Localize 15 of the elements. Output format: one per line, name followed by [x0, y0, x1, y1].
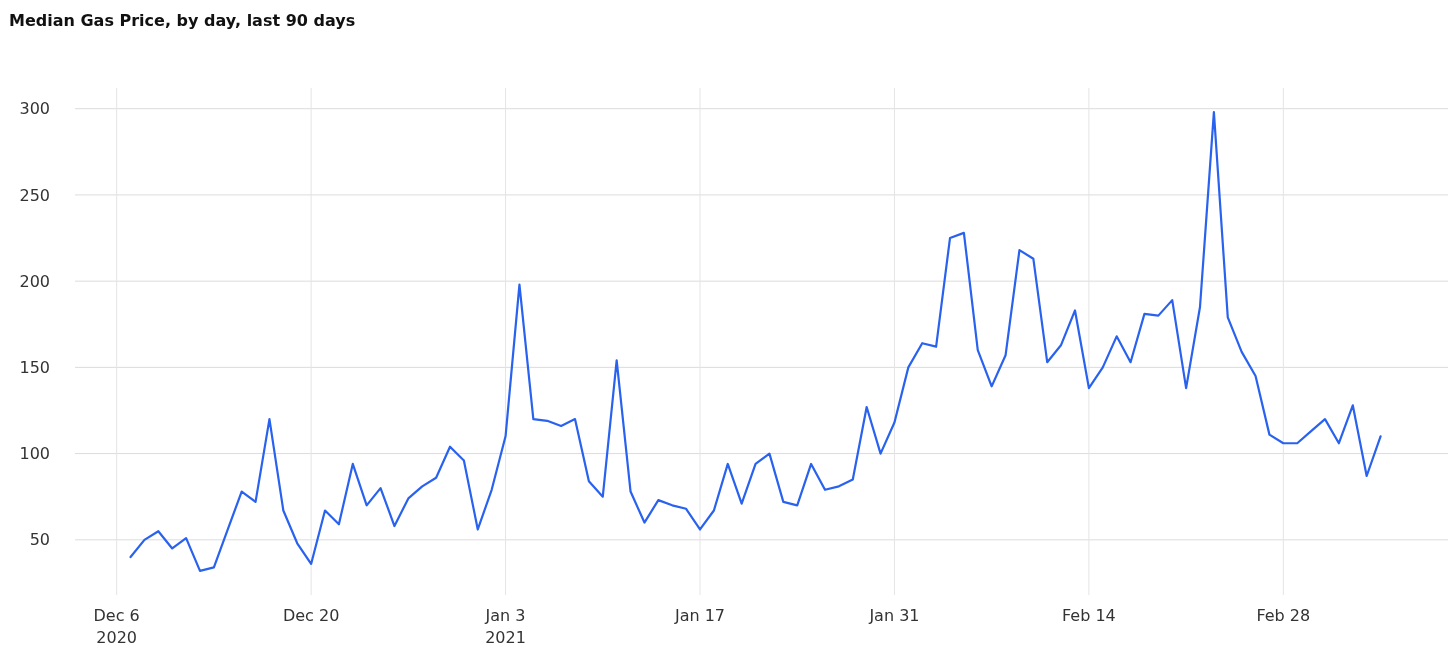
y-tick-label: 100 [19, 444, 50, 464]
x-tick-label: Dec 20 [282, 606, 340, 625]
y-tick-label: 50 [29, 530, 50, 550]
x-tick-label: Dec 6 2020 [93, 606, 140, 647]
chart-title: Median Gas Price, by day, last 90 days [9, 11, 356, 30]
y-tick-label: 250 [19, 185, 50, 205]
x-tick-label: Jan 31 [868, 606, 920, 625]
x-tick-label: Feb 14 [1062, 606, 1116, 625]
y-tick-label: 200 [19, 271, 50, 291]
y-tick-label: 300 [19, 99, 50, 119]
line-series [129, 111, 1382, 572]
x-tick-label: Feb 28 [1256, 606, 1311, 625]
x-tick-label: Jan 3 2021 [484, 606, 526, 647]
y-tick-label: 150 [19, 357, 50, 377]
x-tick-label: Jan 17 [673, 606, 726, 625]
